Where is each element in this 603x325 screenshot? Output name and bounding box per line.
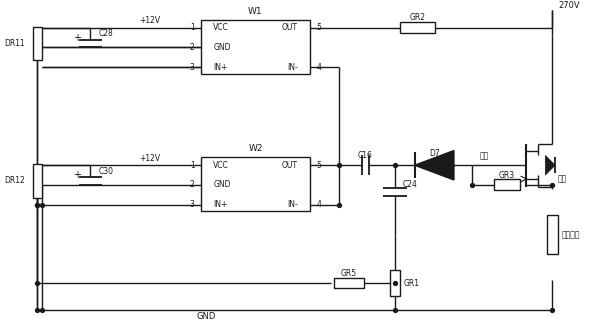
Text: GND: GND: [213, 43, 231, 52]
Text: +12V: +12V: [139, 16, 160, 25]
Text: 2: 2: [190, 43, 195, 52]
Text: IN-: IN-: [287, 62, 298, 72]
Bar: [33, 164, 42, 198]
Text: 3: 3: [190, 62, 195, 72]
Text: VCC: VCC: [213, 161, 229, 170]
Text: 1: 1: [190, 161, 195, 170]
Text: 1: 1: [190, 23, 195, 32]
Text: GR2: GR2: [409, 13, 426, 22]
Text: 270V: 270V: [558, 1, 579, 10]
Text: 取样电阻: 取样电阻: [562, 230, 581, 239]
Polygon shape: [545, 155, 555, 175]
Text: 3: 3: [190, 200, 195, 209]
Text: OUT: OUT: [282, 161, 298, 170]
Text: C28: C28: [98, 29, 113, 38]
Text: 5: 5: [317, 161, 321, 170]
Text: 4: 4: [317, 62, 321, 72]
Text: C30: C30: [98, 167, 113, 176]
Text: IN+: IN+: [213, 62, 227, 72]
Text: 2: 2: [190, 180, 195, 189]
Text: W2: W2: [248, 144, 263, 153]
Text: GR3: GR3: [499, 171, 515, 179]
Text: 5: 5: [317, 23, 321, 32]
Bar: [494, 179, 520, 190]
Text: C16: C16: [358, 151, 373, 160]
Text: D7: D7: [429, 149, 440, 158]
Text: 源极: 源极: [558, 175, 567, 184]
Bar: [390, 270, 400, 296]
Text: W1: W1: [248, 6, 263, 16]
Bar: [400, 22, 435, 33]
Text: GR5: GR5: [341, 269, 357, 278]
Text: IN+: IN+: [213, 200, 227, 209]
Text: 4: 4: [317, 200, 321, 209]
Text: IN-: IN-: [287, 200, 298, 209]
Text: DR12: DR12: [4, 176, 25, 186]
Polygon shape: [415, 150, 454, 180]
Bar: [334, 278, 364, 289]
Text: VCC: VCC: [213, 23, 229, 32]
Bar: [201, 157, 309, 211]
Text: DR11: DR11: [4, 39, 25, 48]
Text: GND: GND: [197, 312, 216, 321]
Text: C24: C24: [403, 180, 418, 189]
Text: 栅极: 栅极: [479, 151, 489, 160]
Bar: [201, 20, 309, 74]
Text: OUT: OUT: [282, 23, 298, 32]
Text: +12V: +12V: [139, 154, 160, 163]
Text: +: +: [72, 170, 81, 180]
Text: +: +: [72, 32, 81, 43]
Text: GR1: GR1: [404, 279, 420, 288]
Bar: [33, 27, 42, 60]
Text: GND: GND: [213, 180, 231, 189]
Bar: [547, 215, 558, 254]
